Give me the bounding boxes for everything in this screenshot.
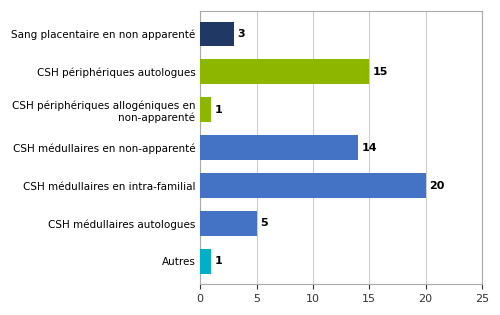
Bar bbox=[200, 135, 358, 160]
Text: 3: 3 bbox=[238, 29, 245, 39]
Bar bbox=[200, 21, 234, 46]
Text: 20: 20 bbox=[429, 180, 444, 191]
Text: 15: 15 bbox=[372, 67, 388, 77]
Text: 5: 5 bbox=[260, 219, 268, 228]
Text: 1: 1 bbox=[215, 105, 222, 115]
Bar bbox=[200, 211, 256, 236]
Bar bbox=[200, 249, 211, 274]
Text: 14: 14 bbox=[362, 143, 377, 153]
Bar bbox=[200, 173, 426, 198]
Text: 1: 1 bbox=[215, 256, 222, 266]
Bar bbox=[200, 97, 211, 122]
Bar bbox=[200, 60, 369, 84]
